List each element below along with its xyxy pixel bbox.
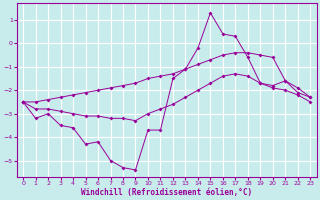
X-axis label: Windchill (Refroidissement éolien,°C): Windchill (Refroidissement éolien,°C) bbox=[81, 188, 252, 197]
